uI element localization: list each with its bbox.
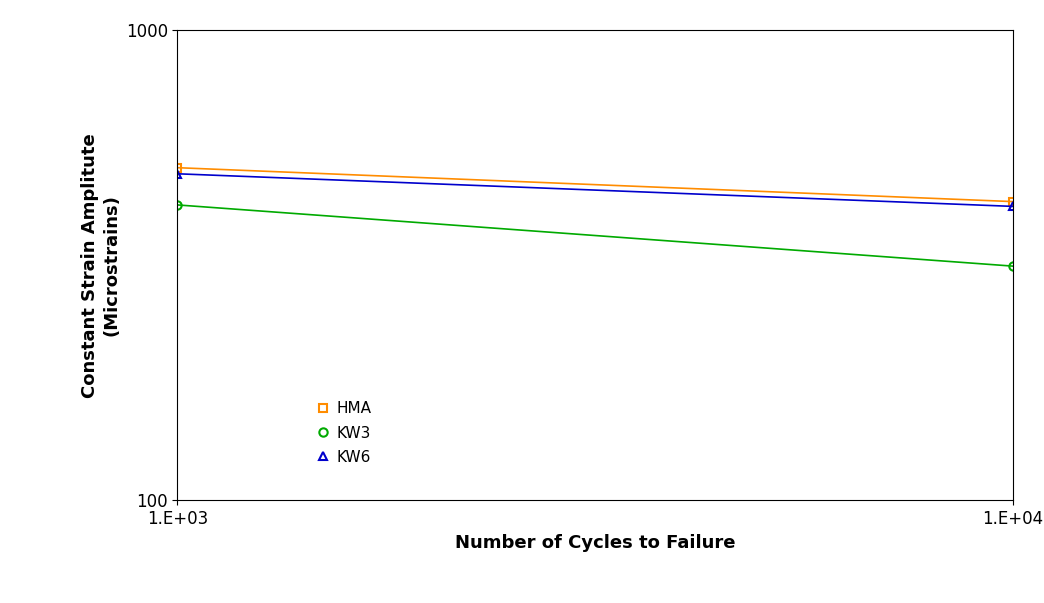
Legend: HMA, KW3, KW6: HMA, KW3, KW6 [310,397,376,469]
Y-axis label: Constant Strain Amplitute
(Microstrains): Constant Strain Amplitute (Microstrains) [81,133,120,398]
X-axis label: Number of Cycles to Failure: Number of Cycles to Failure [455,534,735,552]
